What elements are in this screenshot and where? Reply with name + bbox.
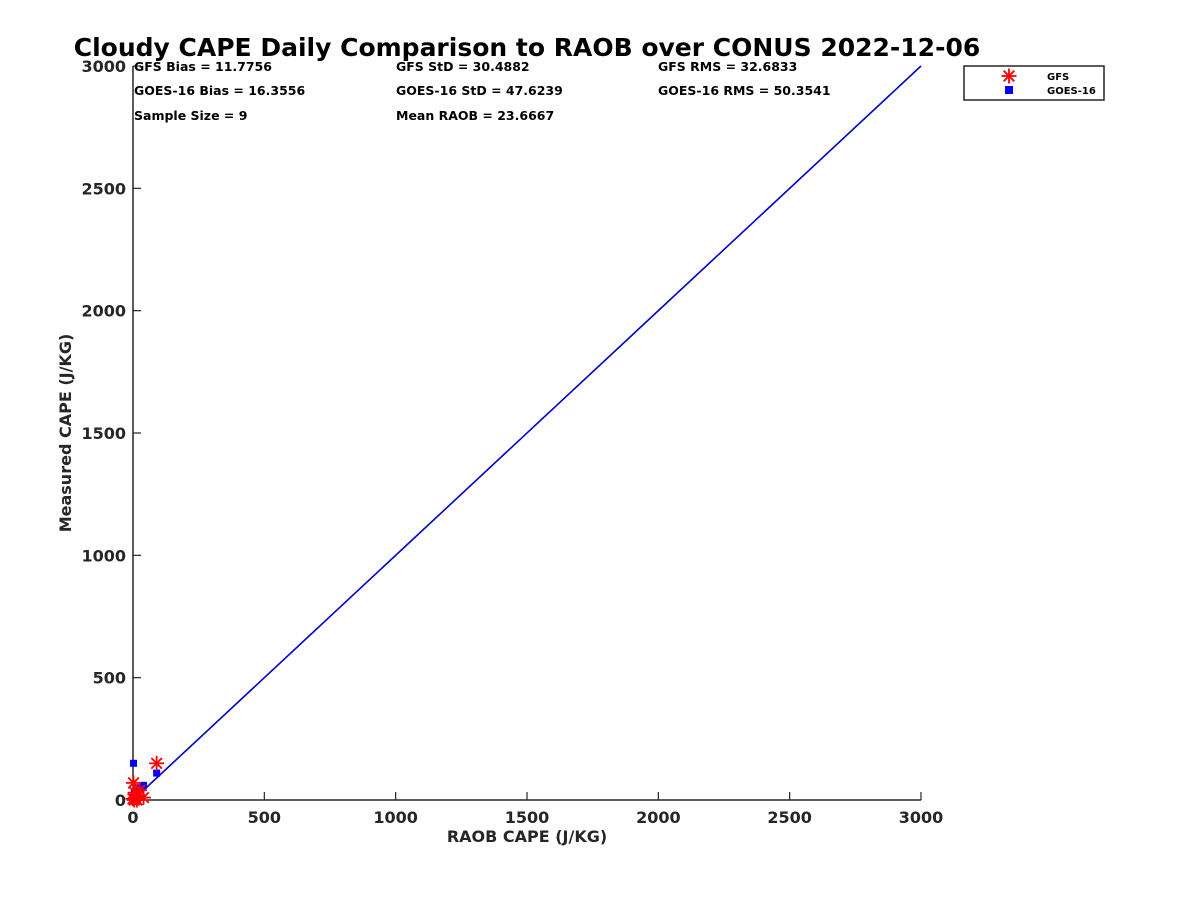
legend: GFS GOES-16 (963, 65, 1105, 101)
chart-title: Cloudy CAPE Daily Comparison to RAOB ove… (74, 33, 980, 62)
y-tick-label: 0 (115, 791, 126, 810)
x-tick-label: 2000 (636, 808, 681, 827)
statistics-block: GFS Bias = 11.7756 GFS StD = 30.4882 GFS R… (134, 59, 831, 123)
x-tick-label: 0 (127, 808, 138, 827)
stat-text: GFS StD = 30.4882 (396, 59, 530, 74)
legend-label: GOES-16 (1047, 86, 1096, 97)
legend-box (963, 65, 1105, 101)
x-tick-label: 3000 (899, 808, 944, 827)
stat-text: GOES-16 RMS = 50.3541 (658, 83, 831, 98)
series-gfs (125, 755, 165, 808)
y-tick-label: 500 (93, 669, 126, 688)
data-point (153, 769, 161, 777)
plot-area: 0 500 1000 1500 2000 2500 3000 0 500 1000 1500 2000… (81, 57, 943, 827)
x-tick-label: 1000 (373, 808, 418, 827)
one-to-one-line (132, 65, 922, 801)
y-tick-label: 1000 (81, 546, 126, 565)
x-tick-label: 500 (248, 808, 281, 827)
y-axis-label: Measured CAPE (J/KG) (56, 334, 75, 533)
x-tick-label: 1500 (505, 808, 550, 827)
stat-text: Sample Size = 9 (134, 108, 247, 123)
x-axis-label: RAOB CAPE (J/KG) (447, 827, 607, 846)
data-point (136, 790, 152, 806)
stat-text: GOES-16 Bias = 16.3556 (134, 83, 305, 98)
stat-text: GOES-16 StD = 47.6239 (396, 83, 563, 98)
data-point (126, 775, 142, 791)
y-tick-label: 3000 (81, 57, 126, 76)
x-tick-label: 2500 (767, 808, 812, 827)
data-point (149, 755, 165, 771)
y-tick-label: 2000 (81, 302, 126, 321)
legend-label: GFS (1047, 72, 1069, 83)
stat-text: GFS RMS = 32.6833 (658, 59, 797, 74)
legend-marker (1005, 86, 1013, 94)
legend-marker (1001, 68, 1017, 84)
y-tick-label: 2500 (81, 179, 126, 198)
data-point (130, 759, 138, 767)
stat-text: GFS Bias = 11.7756 (134, 59, 272, 74)
stat-text: Mean RAOB = 23.6667 (396, 108, 554, 123)
y-tick-label: 1500 (81, 424, 126, 443)
